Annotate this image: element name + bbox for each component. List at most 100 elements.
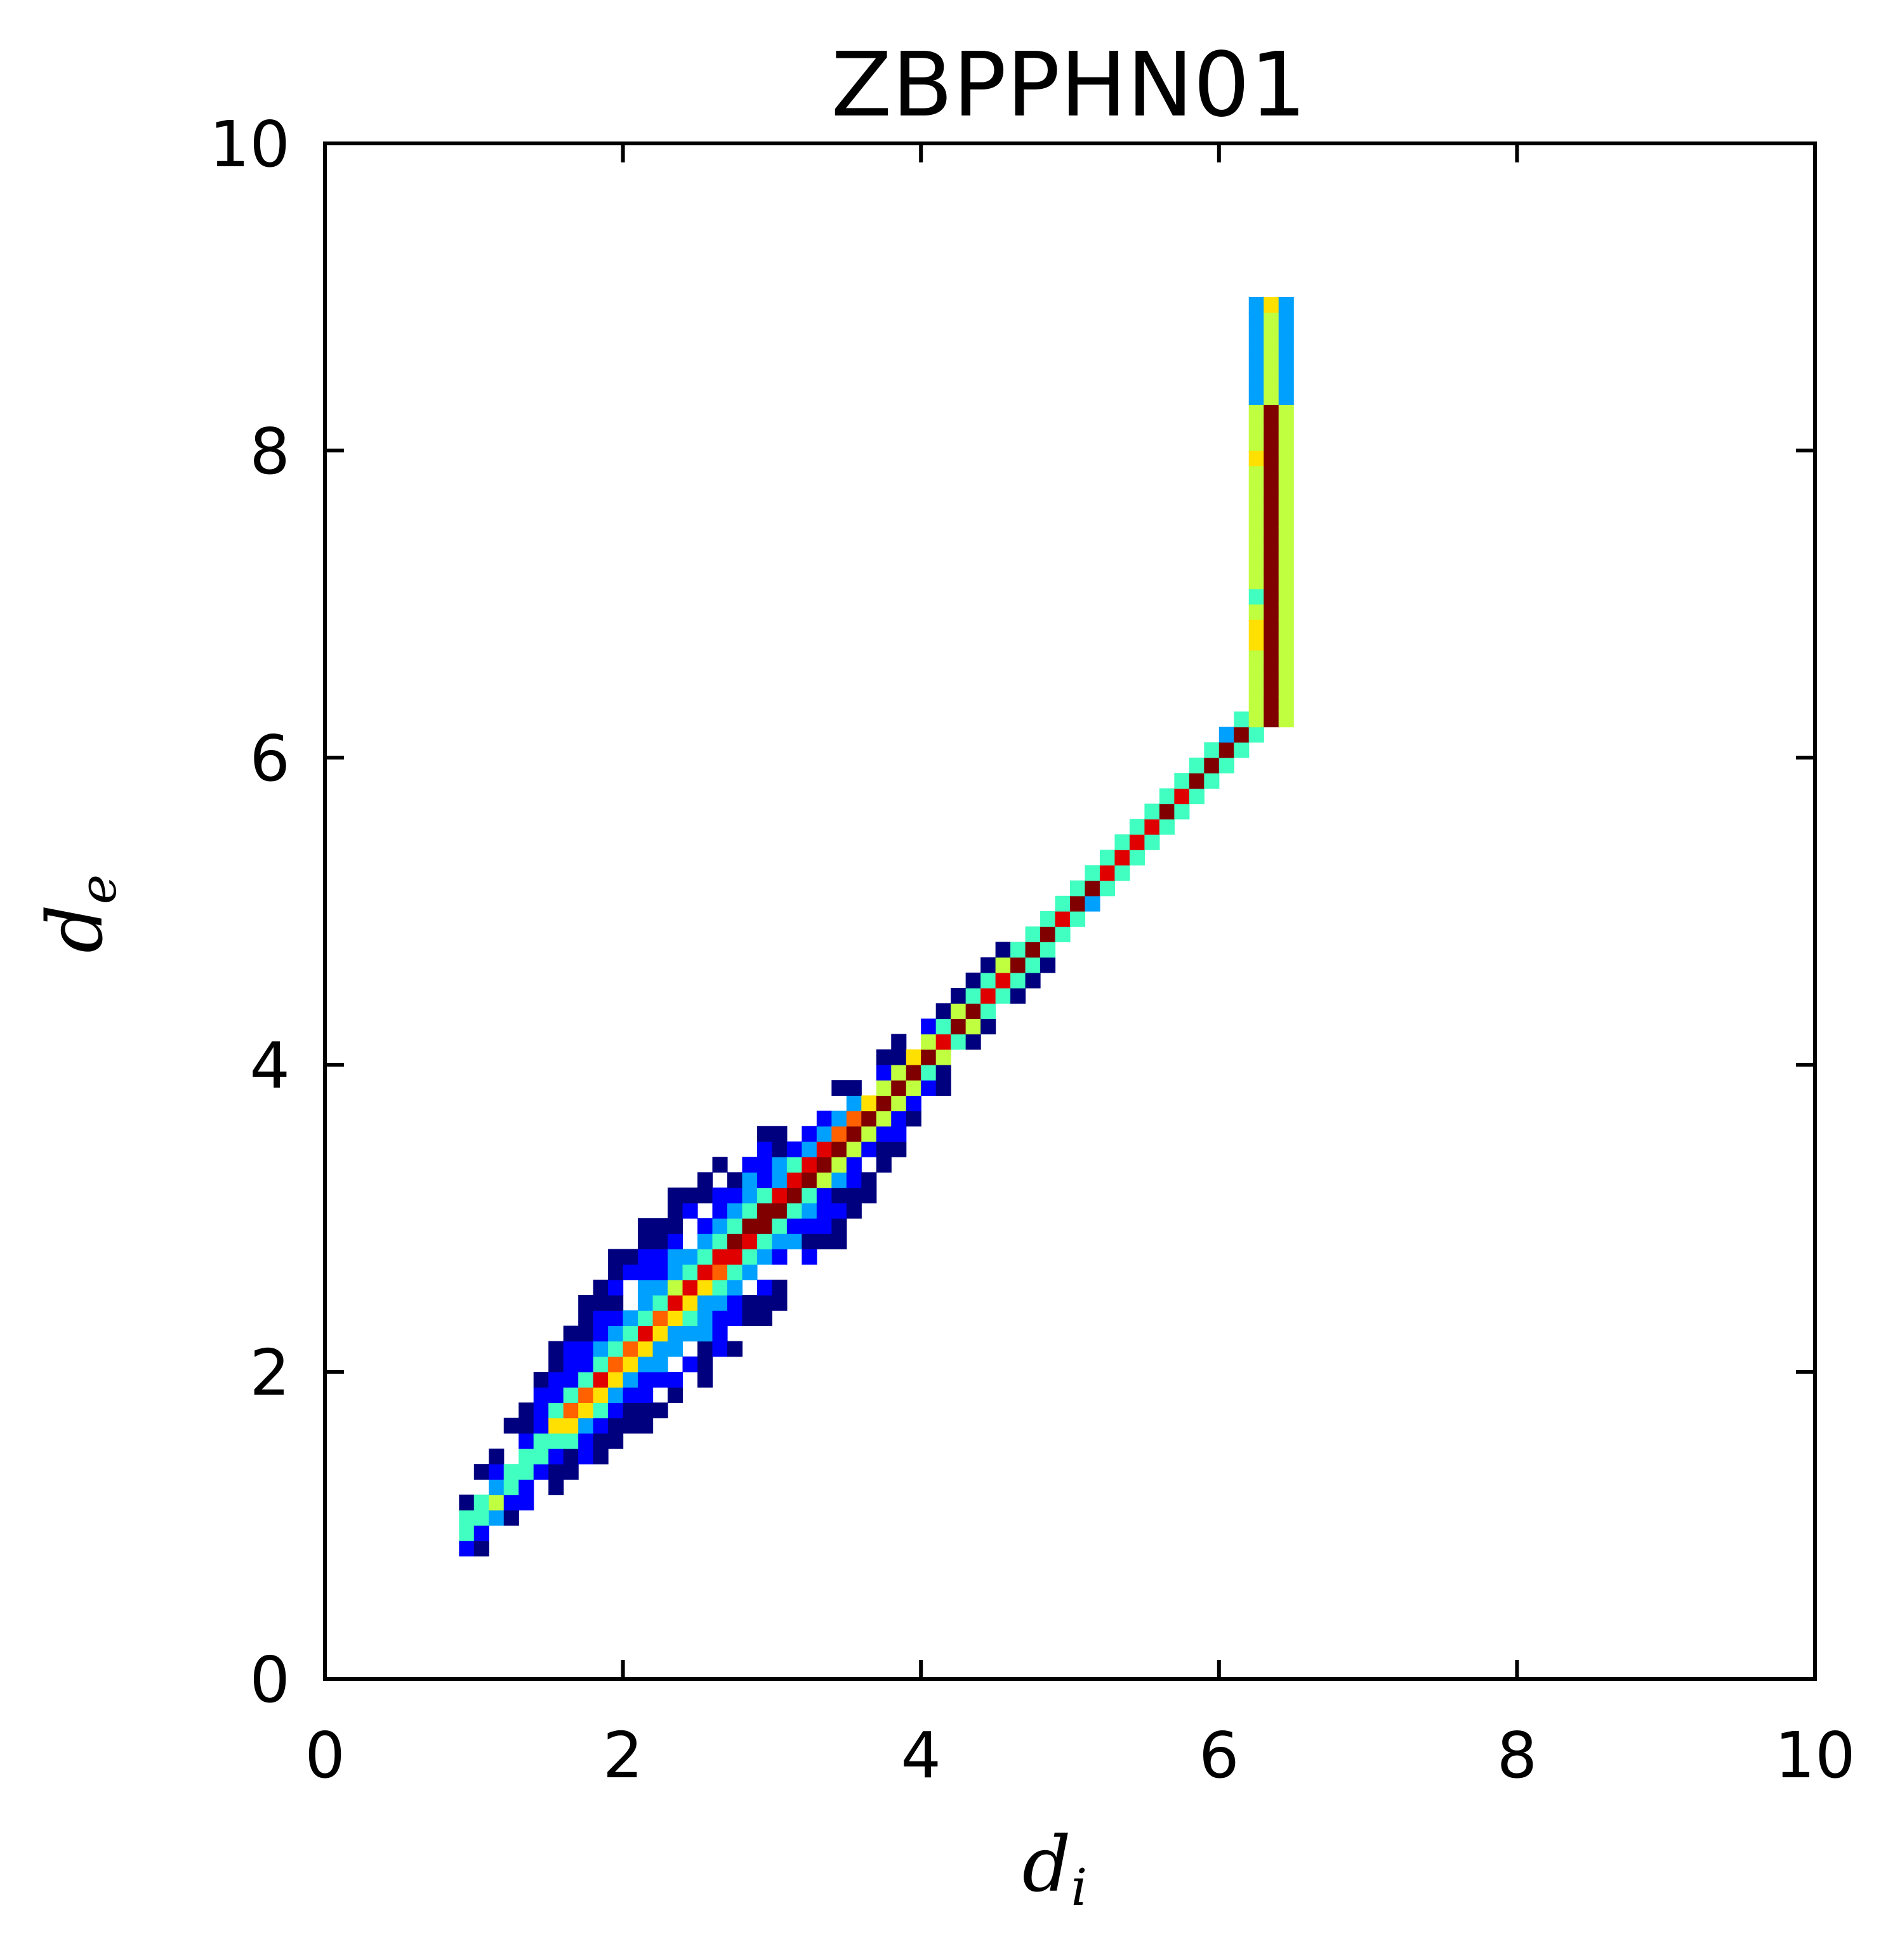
heatmap-cell <box>891 1110 907 1127</box>
heatmap-cell <box>533 1433 549 1449</box>
heatmap-cell <box>772 1249 788 1265</box>
heatmap-cell <box>816 1233 832 1249</box>
y-tick-label: 8 <box>249 414 290 489</box>
heatmap-cell <box>1099 865 1116 881</box>
heatmap-cell <box>831 1187 847 1204</box>
heatmap-cell <box>712 1325 728 1342</box>
heatmap-cell <box>1010 942 1026 958</box>
y-axis-label-sub: e <box>69 874 128 904</box>
heatmap-cell <box>772 1126 788 1142</box>
heatmap-cell <box>1278 374 1294 390</box>
heatmap-cell <box>1248 358 1264 374</box>
heatmap-cell <box>1070 895 1086 912</box>
heatmap-cell <box>1278 711 1294 728</box>
heatmap-cell <box>473 1525 489 1541</box>
heatmap-cell <box>473 1494 489 1511</box>
heatmap-cell <box>1278 527 1294 543</box>
heatmap-cell <box>593 1449 609 1464</box>
heatmap-cell <box>1248 435 1264 451</box>
heatmap-cell <box>1174 773 1190 789</box>
heatmap-cell <box>816 1126 832 1142</box>
heatmap-cell <box>756 1141 772 1157</box>
heatmap-cell <box>638 1341 654 1357</box>
heatmap-cell <box>1248 327 1264 344</box>
heatmap-cell <box>489 1464 505 1480</box>
heatmap-cell <box>727 1218 743 1234</box>
heatmap-cell <box>548 1417 564 1434</box>
heatmap-cell <box>1248 558 1264 574</box>
heatmap-cell <box>1264 511 1279 528</box>
heatmap-cell <box>951 1003 967 1019</box>
heatmap-cell <box>533 1449 549 1464</box>
heatmap-cell <box>503 1464 519 1480</box>
heatmap-cell <box>1278 511 1294 528</box>
heatmap-cell <box>1085 880 1100 897</box>
heatmap-cell <box>876 1095 892 1112</box>
heatmap-cell <box>831 1141 847 1157</box>
heatmap-cell <box>608 1295 624 1311</box>
heatmap-cell <box>891 1080 907 1096</box>
heatmap-cell <box>921 1049 937 1065</box>
heatmap-cell <box>1264 312 1279 328</box>
heatmap-cell <box>786 1157 802 1173</box>
heatmap-cell <box>980 988 996 1004</box>
heatmap-cell <box>1278 588 1294 605</box>
heatmap-cell <box>816 1172 832 1188</box>
heatmap-cell <box>668 1218 683 1234</box>
heatmap-cell <box>846 1187 862 1204</box>
heatmap-cell <box>697 1341 713 1357</box>
heatmap-cell <box>578 1449 594 1464</box>
heatmap-cell <box>951 1018 967 1035</box>
x-axis-label-main: d <box>1022 1821 1071 1909</box>
heatmap-cell <box>578 1295 594 1311</box>
heatmap-cell <box>638 1356 654 1372</box>
heatmap-cell <box>756 1126 772 1142</box>
heatmap-cell <box>697 1172 713 1188</box>
heatmap-cell <box>816 1141 832 1157</box>
heatmap-cell <box>802 1141 817 1157</box>
heatmap-cell <box>697 1187 713 1204</box>
heatmap-cell <box>831 1157 847 1173</box>
heatmap-cell <box>756 1279 772 1296</box>
heatmap-cell <box>652 1325 668 1342</box>
heatmap-cell <box>578 1433 594 1449</box>
heatmap-cell <box>995 988 1011 1004</box>
heatmap-cell <box>1278 451 1294 466</box>
heatmap-cell <box>1264 327 1279 344</box>
heatmap-cell <box>1264 573 1279 589</box>
heatmap-cell <box>638 1387 654 1403</box>
heatmap-cell <box>1264 374 1279 390</box>
heatmap-cell <box>1264 650 1279 666</box>
heatmap-cell <box>846 1080 862 1096</box>
heatmap-cell <box>668 1325 683 1342</box>
heatmap-cell <box>608 1325 624 1342</box>
heatmap-cell <box>802 1218 817 1234</box>
heatmap-cell <box>727 1295 743 1311</box>
heatmap-cell <box>1025 957 1041 973</box>
heatmap-cell <box>712 1295 728 1311</box>
heatmap-cell <box>563 1387 579 1403</box>
heatmap-cell <box>1070 911 1086 927</box>
heatmap-cell <box>697 1310 713 1326</box>
heatmap-cell <box>935 1049 951 1065</box>
heatmap-cell <box>563 1325 579 1342</box>
heatmap-cell <box>1264 619 1279 635</box>
heatmap-cell <box>995 957 1011 973</box>
heatmap-cell <box>1278 481 1294 497</box>
heatmap-cell <box>1248 511 1264 528</box>
heatmap-cell <box>1278 696 1294 712</box>
heatmap-cell <box>638 1233 654 1249</box>
y-tick-label: 2 <box>249 1336 290 1410</box>
heatmap-cell <box>1264 297 1279 313</box>
heatmap-cell <box>1278 635 1294 651</box>
heatmap-cell <box>1264 451 1279 466</box>
heatmap-cell <box>772 1172 788 1188</box>
heatmap-cell <box>668 1233 683 1249</box>
heatmap-cell <box>1159 819 1175 835</box>
heatmap-cell <box>548 1433 564 1449</box>
heatmap-cell <box>1248 374 1264 390</box>
heatmap-cell <box>1248 297 1264 313</box>
heatmap-cell <box>473 1509 489 1526</box>
heatmap-cell <box>608 1372 624 1388</box>
heatmap-cell <box>965 988 981 1004</box>
